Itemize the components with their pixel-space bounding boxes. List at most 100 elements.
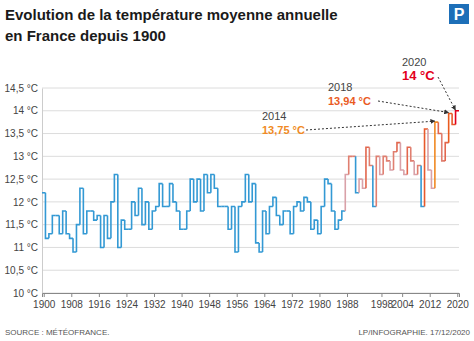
step [76,225,79,252]
step [328,179,331,184]
step [238,206,241,252]
step [445,143,448,161]
x-tick-mark [154,293,155,297]
y-tick-label: 13,5 °C [5,128,38,139]
y-tick: 13,5 °C [5,128,42,139]
x-tick-label: 1908 [61,299,84,310]
x-tick-label: 2004 [392,299,415,310]
x-tick-mark [381,293,382,297]
grid-line [42,133,459,134]
step [321,206,324,233]
grid-line [42,156,459,157]
step [66,211,69,234]
step [180,211,183,229]
x-tick: 2004 [392,293,415,310]
step [52,216,55,234]
source: SOURCE : MÉTÉOFRANCE. [5,328,109,337]
y-tick: 12,5 °C [5,174,42,185]
step [400,143,403,170]
x-tick-mark [292,293,293,297]
step [349,156,352,174]
step [187,211,190,229]
y-tick-label: 11,5 °C [5,219,38,230]
annotation-value: 14 °C [402,68,435,83]
x-tick-mark [126,293,127,297]
step [221,206,224,208]
y-tick: 14,5 °C [5,83,42,94]
y-tick-label: 14 °C [13,105,38,116]
x-tick: 1916 [88,293,111,310]
y-tick-label: 12,5 °C [5,174,38,185]
y-tick: 14 °C [13,105,42,116]
grid [42,88,459,293]
x-tick-mark [209,293,210,297]
logo: P [454,6,465,23]
y-tick-label: 13 °C [13,151,38,162]
x-tick-mark [99,293,100,297]
x-tick-label: 1948 [199,299,222,310]
y-tick-label: 11 °C [14,242,38,253]
x-axis: 1900190819161924193219401948195619641972… [33,293,469,310]
annotation-arrow [306,121,435,130]
step [428,129,431,170]
y-tick-label: 10,5 °C [5,265,38,276]
step [256,184,259,243]
x-tick: 1980 [309,293,332,310]
x-tick-mark [264,293,265,297]
annotation-value: 13,94 °C [328,95,371,107]
x-tick-mark [71,293,72,297]
step [176,202,179,211]
step [70,234,73,239]
x-tick: 1900 [33,293,56,310]
x-tick: 1924 [116,293,139,310]
x-tick: 1932 [143,293,166,310]
annotation-arrow [378,101,448,113]
y-tick: 11 °C [14,242,42,253]
step [331,184,334,211]
step [307,197,310,202]
step [173,184,176,202]
x-tick-label: 1988 [336,299,359,310]
step [49,234,52,239]
step [45,193,48,239]
x-tick: 2012 [419,293,442,310]
step [342,211,345,220]
title: en France depuis 1900 [5,27,166,44]
x-tick: 1988 [336,293,359,310]
step [111,202,114,238]
x-tick: 1908 [61,293,84,310]
x-tick-label: 1932 [143,299,166,310]
x-tick-label: 1940 [171,299,194,310]
step [294,206,297,233]
step [338,220,341,229]
x-tick-label: 2012 [419,299,442,310]
x-tick-mark [319,293,320,297]
x-tick: 2020 [447,293,470,310]
step [283,211,286,225]
step [125,220,128,229]
step [214,175,217,189]
x-tick: 1964 [254,293,277,310]
step [456,111,459,125]
y-tick: 10,5 °C [5,265,42,276]
title: Evolution de la température moyenne annu… [5,6,338,23]
annotation-year: 2020 [402,56,426,68]
y-tick-label: 12 °C [13,197,38,208]
step [152,211,155,229]
step [156,206,159,211]
step [411,147,414,161]
step [269,206,272,233]
x-axis-line [43,294,460,298]
y-axis-line [42,89,43,294]
x-tick-label: 1916 [88,299,111,310]
grid-line [42,110,459,111]
y-tick: 13 °C [13,151,42,162]
y-axis: 10 °C10,5 °C11 °C11,5 °C12 °C12,5 °C13 °… [5,83,43,299]
credit: LP/INFOGRAPHIE. 17/12/2020 [358,328,470,337]
x-tick-label: 1980 [309,299,332,310]
annotations: 201413,75 °C201813,94 °C202014 °C [262,56,455,136]
step [87,211,90,234]
annotation-arrow [438,77,455,110]
x-tick: 1998 [371,293,394,310]
x-tick-mark [347,293,348,297]
